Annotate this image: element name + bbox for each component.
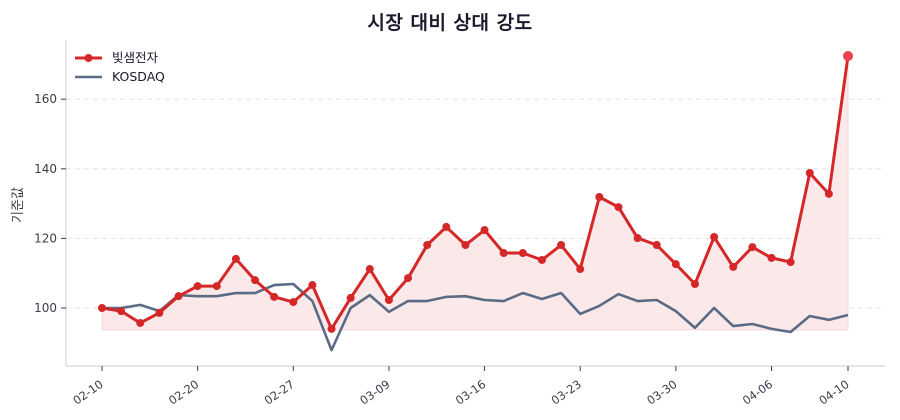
legend: 빛샘전자 KOSDAQ: [75, 50, 165, 84]
data-point-marker: [365, 265, 374, 274]
y-tick-label: 140: [34, 162, 57, 176]
y-tick-label: 160: [34, 92, 57, 106]
x-tick-label: 03-23: [549, 377, 584, 408]
data-point-marker: [155, 308, 164, 317]
data-point-marker: [251, 276, 260, 285]
data-point-marker: [518, 249, 527, 258]
y-tick-label: 120: [34, 231, 57, 245]
x-tick-label: 02-27: [262, 377, 297, 408]
data-point-marker: [652, 241, 661, 250]
data-point-marker: [174, 292, 183, 301]
x-tick-label: 02-20: [166, 377, 201, 408]
series-line: [101, 55, 850, 331]
data-point-marker: [786, 258, 795, 267]
data-point-marker: [136, 318, 145, 327]
data-point-marker: [231, 254, 240, 263]
data-point-marker: [423, 241, 432, 250]
x-tick-label: 03-30: [644, 377, 679, 408]
data-point-marker: [499, 249, 508, 258]
data-point-marker: [805, 168, 814, 177]
data-point-marker: [327, 324, 336, 333]
data-point-marker: [576, 265, 585, 274]
data-point-marker: [98, 304, 106, 312]
series-line: [102, 282, 849, 352]
data-point-marker: [710, 233, 719, 242]
legend-swatch-marker: [84, 54, 93, 62]
y-tick-label: 100: [34, 301, 57, 315]
data-point-marker: [595, 192, 604, 201]
data-point-marker: [729, 262, 738, 271]
legend-label: KOSDAQ: [112, 69, 165, 84]
x-tick-label: 03-09: [357, 377, 392, 408]
data-point-marker: [767, 253, 776, 262]
data-point-marker: [404, 274, 413, 283]
data-point-marker: [461, 241, 470, 250]
data-point-marker: [193, 282, 202, 291]
chart-title: 시장 대비 상대 강도: [367, 12, 533, 34]
x-tick-label: 04-10: [816, 377, 851, 408]
data-point-marker: [212, 282, 221, 291]
data-point-marker: [633, 234, 642, 243]
data-lines: [98, 51, 853, 352]
data-point-marker: [346, 293, 355, 302]
data-point-marker: [671, 260, 680, 269]
data-point-marker: [442, 222, 451, 231]
data-point-marker: [614, 203, 623, 212]
data-point-marker: [824, 189, 833, 198]
x-tick-label: 04-06: [740, 377, 775, 408]
data-point-marker: [270, 292, 279, 301]
x-tick-label: 03-16: [453, 377, 488, 408]
x-tick-label: 02-10: [70, 377, 105, 408]
y-axis-label: 기준값: [11, 187, 26, 223]
data-point-marker: [117, 307, 126, 316]
data-point-marker: [289, 298, 298, 307]
data-point-marker: [557, 241, 566, 250]
legend-label: 빛샘전자: [112, 50, 159, 65]
data-point-marker: [480, 226, 489, 235]
data-point-marker: [748, 243, 757, 252]
data-point-marker: [537, 255, 546, 264]
data-point-marker: [690, 279, 699, 288]
data-point-marker: [308, 281, 317, 290]
data-point-marker: [384, 295, 393, 304]
data-point-marker: [843, 51, 853, 62]
